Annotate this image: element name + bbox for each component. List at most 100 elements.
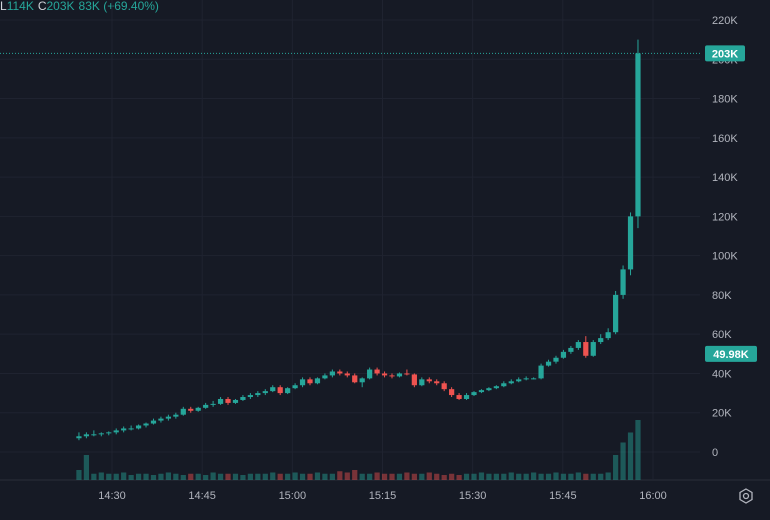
- candle-body: [501, 383, 507, 387]
- volume-bar: [344, 472, 350, 480]
- volume-bar: [531, 472, 537, 480]
- y-tick-label: 0: [712, 447, 718, 459]
- volume-bar: [553, 472, 559, 480]
- volume-bar: [173, 473, 179, 480]
- legend-low-key: L: [0, 0, 7, 13]
- candle-body: [329, 371, 335, 376]
- volume-bar: [106, 473, 112, 480]
- candle-body: [508, 381, 514, 384]
- candle-body: [344, 373, 350, 376]
- legend-close-key: C: [37, 0, 47, 13]
- candle-body: [389, 375, 395, 377]
- candle-body: [516, 379, 522, 382]
- volume-bar: [635, 420, 641, 480]
- candle-body: [270, 387, 276, 392]
- volume-bar: [203, 475, 209, 480]
- candle-body: [277, 387, 283, 394]
- volume-bar: [523, 473, 529, 480]
- candle-body: [195, 407, 201, 411]
- volume-bar: [128, 475, 134, 480]
- candle-body: [232, 399, 239, 403]
- x-tick-label: 15:00: [279, 490, 307, 502]
- volume-bar: [165, 472, 171, 480]
- candle-body: [337, 371, 343, 374]
- candle-body: [404, 373, 410, 375]
- volume-bar: [83, 455, 90, 480]
- legend-low-value: 114K: [6, 0, 34, 13]
- candle-body: [255, 393, 261, 396]
- y-tick-label: 180K: [712, 94, 738, 106]
- candle-body: [322, 375, 328, 379]
- candle-body: [121, 428, 127, 431]
- candle-body: [635, 53, 641, 217]
- candle-body: [98, 433, 104, 435]
- volume-bar: [314, 472, 321, 480]
- volume-bar: [583, 473, 589, 480]
- volume-bar: [210, 472, 216, 480]
- volume-bar: [478, 472, 485, 480]
- candle-body: [143, 423, 149, 426]
- legend-close-value: 203K: [46, 0, 75, 13]
- volume-bar: [225, 473, 231, 480]
- candle-body: [605, 332, 611, 339]
- candle-body: [560, 351, 567, 358]
- volume-bar: [367, 473, 373, 480]
- candle-body: [314, 378, 321, 384]
- candle-body: [225, 398, 231, 403]
- candle-body: [419, 379, 425, 386]
- candle-body: [180, 408, 186, 415]
- volume-bar: [434, 473, 440, 480]
- candle-body: [627, 216, 634, 270]
- candle-body: [590, 342, 596, 356]
- candle-body: [210, 403, 216, 405]
- volume-bar: [285, 473, 291, 480]
- x-axis: 14:30 14:45 15:00 15:15 15:30 15:45 16:00: [98, 490, 667, 502]
- price-tag-box: [705, 345, 757, 362]
- candle-body: [247, 395, 253, 398]
- volume-bar: [299, 473, 306, 480]
- y-tick-label: 160K: [712, 133, 738, 145]
- volume-bar: [135, 473, 142, 480]
- volume-bar: [411, 473, 417, 480]
- candle-body: [352, 375, 358, 383]
- volume-bar: [590, 473, 596, 480]
- volume-bar: [270, 472, 276, 480]
- candle-body: [583, 342, 589, 356]
- y-axis: 020K40K60K80K100K120K140K160K180K200K220…: [712, 15, 738, 459]
- x-tick-label: 15:15: [369, 490, 397, 502]
- candle-body: [307, 379, 313, 384]
- settings-gear-icon[interactable]: [736, 486, 756, 506]
- candle-body: [545, 361, 552, 366]
- volume-bar: [613, 455, 619, 480]
- volume-bar: [426, 472, 432, 480]
- volume-bar: [605, 472, 611, 480]
- candle-body: [553, 357, 559, 362]
- candle-body: [575, 342, 581, 348]
- x-tick-label: 14:30: [98, 490, 126, 502]
- y-tick-label: 140K: [712, 172, 738, 184]
- volume-bar: [277, 473, 283, 480]
- candle-body: [456, 395, 462, 399]
- candle-body: [531, 378, 537, 380]
- candle-body: [240, 397, 246, 400]
- x-tick-label: 15:45: [549, 490, 577, 502]
- volume-bar: [486, 473, 492, 480]
- candle-body: [367, 369, 373, 379]
- price-tag-label: 203K: [712, 48, 738, 60]
- candle-body: [83, 434, 90, 437]
- y-tick-label: 220K: [712, 15, 738, 27]
- candle-body: [598, 338, 604, 343]
- candle-body: [478, 390, 485, 393]
- candle-body: [262, 391, 268, 394]
- volume-bar: [463, 473, 470, 480]
- volume-bar: [516, 473, 522, 480]
- candle-body: [620, 269, 626, 295]
- volume-bar: [508, 472, 514, 480]
- volume-bar: [449, 473, 455, 480]
- volume-bar: [180, 475, 186, 480]
- y-tick-label: 40K: [712, 368, 732, 380]
- candle-body: [538, 365, 544, 379]
- volume-bar: [404, 472, 410, 480]
- volume-bar: [381, 473, 388, 480]
